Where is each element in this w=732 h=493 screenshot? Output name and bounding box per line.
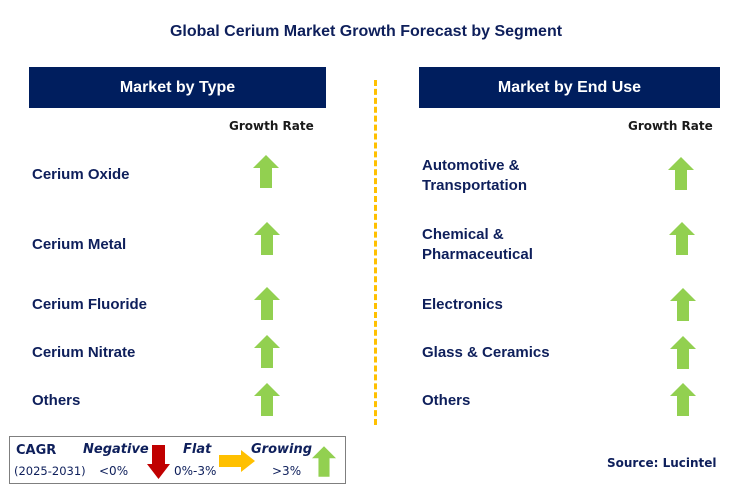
right-item-label: Others xyxy=(422,392,471,409)
legend-growing-label: Growing xyxy=(251,442,313,457)
right-arrow-icon xyxy=(219,450,255,472)
left-item-label: Others xyxy=(32,392,81,409)
right-item-label: Chemical & Pharmaceutical xyxy=(422,226,533,263)
left-item-label: Cerium Metal xyxy=(32,236,127,253)
left-growth-rate-label: Growth Rate xyxy=(229,119,314,133)
up-arrow-icon xyxy=(254,287,280,320)
chart-title: Global Cerium Market Growth Forecast by … xyxy=(169,23,563,40)
left-item-label: Cerium Fluoride xyxy=(32,296,148,313)
panel-divider xyxy=(374,80,377,425)
legend-period: (2025-2031) xyxy=(14,464,86,478)
right-panel-header: Market by End Use xyxy=(419,67,720,108)
legend-growing-range: >3% xyxy=(272,464,302,478)
left-item-label: Cerium Oxide xyxy=(32,166,130,183)
up-arrow-icon xyxy=(254,222,280,255)
right-item-label: Glass & Ceramics xyxy=(422,344,550,361)
up-arrow-icon xyxy=(670,288,696,321)
up-arrow-icon xyxy=(670,336,696,369)
up-arrow-icon xyxy=(254,383,280,416)
up-arrow-icon xyxy=(312,446,336,477)
cagr-legend: CAGR (2025-2031) Negative <0% Flat 0%-3%… xyxy=(9,436,346,484)
left-panel-header: Market by Type xyxy=(29,67,326,108)
down-arrow-icon xyxy=(147,445,170,479)
right-growth-rate-label: Growth Rate xyxy=(628,119,713,133)
legend-flat-label: Flat xyxy=(183,442,212,457)
left-item-label: Cerium Nitrate xyxy=(32,344,136,361)
up-arrow-icon xyxy=(668,157,694,190)
right-item-label: Electronics xyxy=(422,296,503,313)
up-arrow-icon xyxy=(253,155,279,188)
up-arrow-icon xyxy=(669,222,695,255)
legend-cagr-label: CAGR xyxy=(16,443,57,458)
up-arrow-icon xyxy=(670,383,696,416)
legend-flat-range: 0%-3% xyxy=(174,464,217,478)
legend-negative-range: <0% xyxy=(99,464,129,478)
source-label: Source: Lucintel xyxy=(607,456,717,470)
right-item-label: Automotive & Transportation xyxy=(422,157,528,194)
legend-negative-label: Negative xyxy=(83,442,149,457)
up-arrow-icon xyxy=(254,335,280,368)
